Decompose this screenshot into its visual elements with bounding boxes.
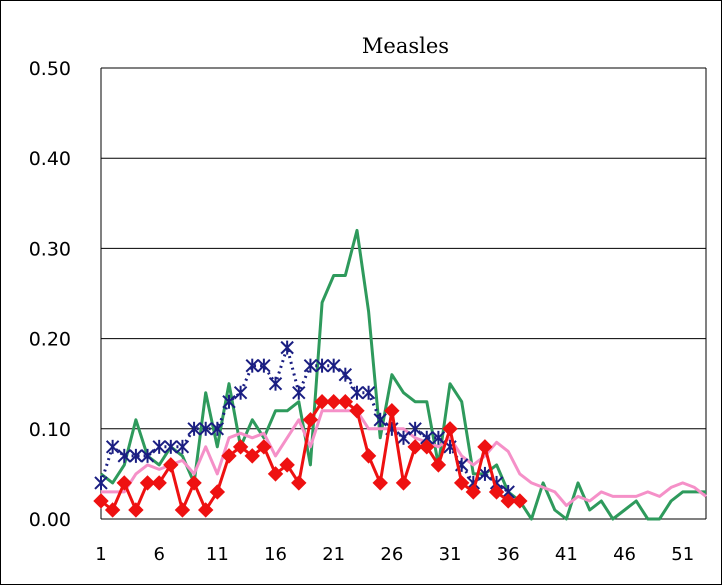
x-axis-ticks: 1 6 11 16 21 26 31 36 41 46 51 — [95, 544, 694, 565]
series-2-point-20 — [326, 358, 341, 373]
x-tick-label-3: 16 — [264, 544, 287, 565]
series-1-line — [101, 409, 707, 507]
series-2-point-22 — [350, 385, 364, 400]
x-tick-label-0: 1 — [95, 544, 106, 565]
series-0 — [100, 228, 706, 521]
series-2-point-1 — [105, 439, 120, 454]
series-2-point-33 — [478, 466, 492, 481]
series-2-point-18 — [303, 358, 318, 373]
series-2-point-17 — [292, 385, 306, 400]
series-3-point-11 — [221, 448, 237, 464]
series-3-point-1 — [104, 502, 121, 518]
y-tick-label-0: 0.00 — [29, 509, 71, 531]
series-1 — [101, 409, 707, 507]
series-3-point-30 — [442, 421, 458, 437]
y-tick-label-2: 0.20 — [29, 329, 71, 351]
series-3-point-33 — [477, 439, 493, 455]
series-3 — [93, 394, 528, 518]
y-tick-label-4: 0.40 — [29, 148, 71, 170]
x-tick-label-9: 46 — [613, 544, 636, 565]
series-3-point-0 — [93, 493, 109, 509]
series-2-point-21 — [338, 367, 353, 382]
x-tick-label-5: 26 — [380, 544, 403, 565]
series-2-point-7 — [175, 439, 190, 454]
series-3-point-15 — [267, 466, 284, 482]
series-3-point-24 — [372, 475, 388, 491]
series-2-point-23 — [361, 385, 376, 400]
x-tick-label-7: 36 — [497, 544, 520, 565]
series-2-point-26 — [396, 430, 411, 445]
series-3-point-14 — [256, 439, 272, 455]
series-3-point-34 — [488, 484, 505, 500]
plot-area — [100, 68, 707, 519]
x-tick-label-2: 11 — [206, 544, 229, 565]
series-3-point-32 — [465, 484, 482, 500]
series-3-point-6 — [163, 457, 179, 473]
series-2-point-11 — [222, 394, 236, 409]
x-tick-label-6: 31 — [439, 544, 462, 565]
series-3-point-8 — [186, 475, 202, 491]
series-3-point-4 — [139, 475, 156, 491]
series-3-point-2 — [116, 475, 132, 491]
series-2-point-8 — [187, 421, 201, 436]
series-2-point-15 — [268, 376, 283, 391]
series-3-point-7 — [174, 502, 191, 518]
series-3-point-22 — [349, 403, 365, 419]
x-tick-label-4: 21 — [322, 544, 345, 565]
y-tick-label-5: 0.50 — [29, 58, 71, 80]
series-3-point-20 — [325, 394, 342, 410]
series-2-point-4 — [140, 448, 155, 463]
series-3-point-26 — [395, 475, 412, 491]
series-2-point-27 — [408, 421, 422, 436]
series-3-point-28 — [419, 439, 435, 455]
series-2-point-16 — [280, 340, 294, 355]
series-3-point-18 — [302, 412, 319, 428]
grid-lines — [101, 67, 706, 520]
series-3-point-19 — [314, 394, 330, 410]
series-2-point-19 — [315, 358, 329, 373]
series-0-line — [100, 228, 706, 521]
series-2-point-13 — [245, 358, 259, 373]
series-2-point-24 — [373, 412, 387, 427]
series-3-point-27 — [407, 439, 423, 455]
series-2-point-10 — [210, 421, 225, 436]
series-3-point-12 — [232, 439, 249, 455]
series-3-point-17 — [291, 475, 307, 491]
series-2-point-12 — [233, 385, 248, 400]
series-3-point-29 — [430, 457, 447, 473]
series-2 — [94, 340, 515, 499]
series-2-point-6 — [164, 439, 178, 454]
x-tick-label-1: 6 — [153, 544, 164, 565]
series-3-point-9 — [198, 502, 214, 518]
series-2-point-3 — [129, 448, 143, 463]
series-layer — [93, 228, 707, 521]
y-tick-label-3: 0.30 — [29, 238, 71, 260]
series-2-point-2 — [117, 448, 131, 463]
series-3-point-13 — [244, 448, 260, 464]
y-tick-label-1: 0.10 — [29, 419, 71, 441]
series-2-point-9 — [199, 421, 213, 436]
series-3-point-23 — [360, 448, 377, 464]
series-3-point-31 — [453, 475, 470, 491]
series-3-point-25 — [384, 403, 400, 419]
series-3-point-35 — [500, 493, 516, 509]
series-3-point-16 — [279, 457, 295, 473]
series-3-point-5 — [151, 475, 167, 491]
x-tick-label-10: 51 — [671, 544, 694, 565]
series-2-point-29 — [431, 430, 446, 445]
series-2-point-14 — [257, 358, 271, 373]
series-3-point-3 — [128, 502, 144, 518]
series-2-point-5 — [152, 439, 166, 454]
y-axis-ticks: 0.00 0.10 0.20 0.30 0.40 0.50 — [29, 58, 71, 531]
chart-title: Measles — [362, 34, 449, 58]
series-2-point-0 — [94, 475, 108, 490]
series-3-point-21 — [337, 394, 354, 410]
series-3-point-36 — [512, 493, 528, 509]
series-3-point-10 — [209, 484, 226, 500]
x-tick-label-8: 41 — [555, 544, 578, 565]
